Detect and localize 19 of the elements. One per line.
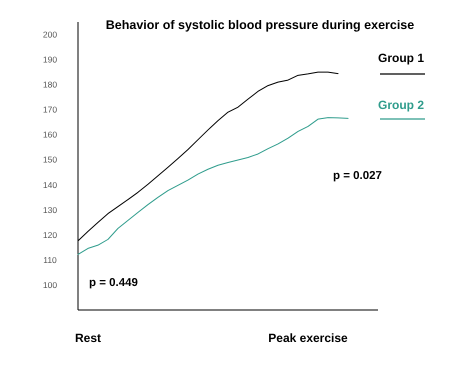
y-tick-label: 190 <box>42 54 58 65</box>
x-tick-label: Peak exercise <box>268 331 348 345</box>
x-tick-label: Rest <box>74 331 102 345</box>
y-tick-label: 140 <box>42 180 58 190</box>
y-tick-label: 100 <box>42 280 58 290</box>
y-tick-label: 160 <box>42 130 58 140</box>
y-tick-label: 130 <box>42 204 58 215</box>
y-tick-label: 110 <box>43 254 58 265</box>
y-tick-label: 150 <box>42 154 58 165</box>
y-tick-label: 170 <box>42 104 58 115</box>
annotation: p = 0.027 <box>333 170 382 182</box>
y-tick-label: 180 <box>42 80 58 90</box>
text: Group 2 <box>378 98 424 112</box>
y-tick-label: 200 <box>42 30 58 40</box>
text: Group 1 <box>378 51 424 65</box>
chart-title: Behavior of systolic blood pressure during exercise <box>106 18 414 32</box>
line-series <box>78 117 348 255</box>
annotation: p = 0.449 <box>89 277 138 289</box>
y-tick-label: 120 <box>42 230 58 240</box>
